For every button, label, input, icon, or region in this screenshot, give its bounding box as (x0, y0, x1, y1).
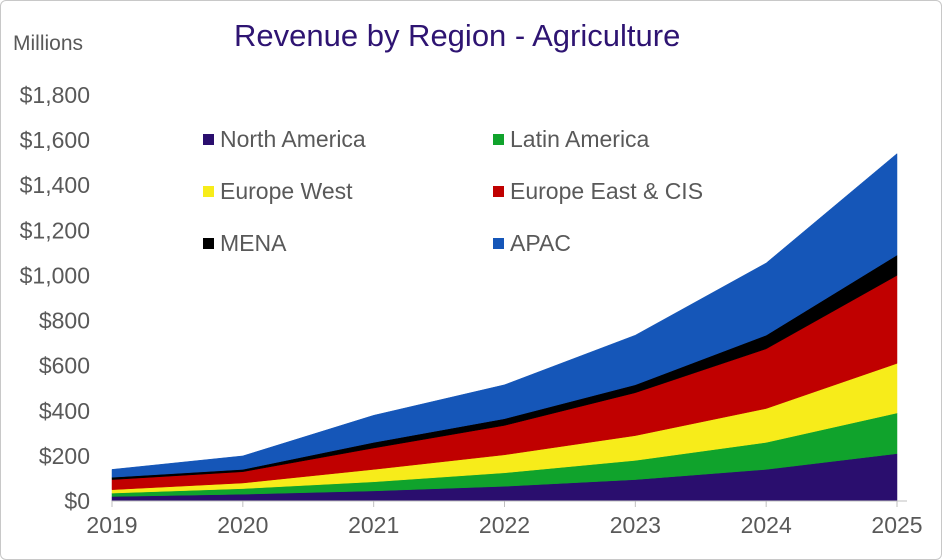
y-tick-label: $600 (39, 353, 90, 379)
legend-item: Europe East & CIS (493, 178, 703, 205)
x-tick-label: 2019 (86, 512, 137, 538)
y-tick-label: $0 (64, 488, 90, 514)
legend-item: APAC (493, 230, 571, 257)
legend-label: APAC (510, 230, 571, 256)
y-tick-label: $1,200 (20, 217, 90, 243)
legend-item: Europe West (203, 178, 353, 205)
y-tick-label: $1,600 (20, 127, 90, 153)
legend-swatch (203, 186, 214, 197)
y-axis-units-label: Millions (13, 32, 84, 55)
legend-label: Latin America (510, 126, 650, 152)
legend-label: North America (220, 126, 366, 152)
legend-item: Latin America (493, 126, 649, 153)
legend-swatch (493, 238, 504, 249)
y-tick-label: $800 (39, 308, 90, 334)
y-tick-label: $1,800 (20, 82, 90, 108)
legend-item: MENA (203, 230, 286, 257)
y-tick-label: $1,000 (20, 262, 90, 288)
legend-swatch (203, 238, 214, 249)
x-tick-label: 2022 (479, 512, 530, 538)
x-tick-label: 2025 (871, 512, 922, 538)
legend-swatch (493, 134, 504, 145)
x-tick-label: 2021 (348, 512, 399, 538)
y-tick-label: $200 (39, 443, 90, 469)
y-tick-label: $1,400 (20, 172, 90, 198)
x-tick-label: 2024 (741, 512, 792, 538)
legend-swatch (203, 134, 214, 145)
legend-label: Europe East & CIS (510, 178, 704, 204)
area-series-apac (111, 153, 898, 478)
chart-title: Revenue by Region - Agriculture (234, 18, 681, 53)
legend-label: MENA (220, 230, 287, 256)
legend-label: Europe West (220, 178, 353, 204)
legend-item: North America (203, 126, 366, 153)
x-tick-label: 2020 (217, 512, 268, 538)
y-tick-label: $400 (39, 398, 90, 424)
x-tick-label: 2023 (610, 512, 661, 538)
legend-swatch (493, 186, 504, 197)
